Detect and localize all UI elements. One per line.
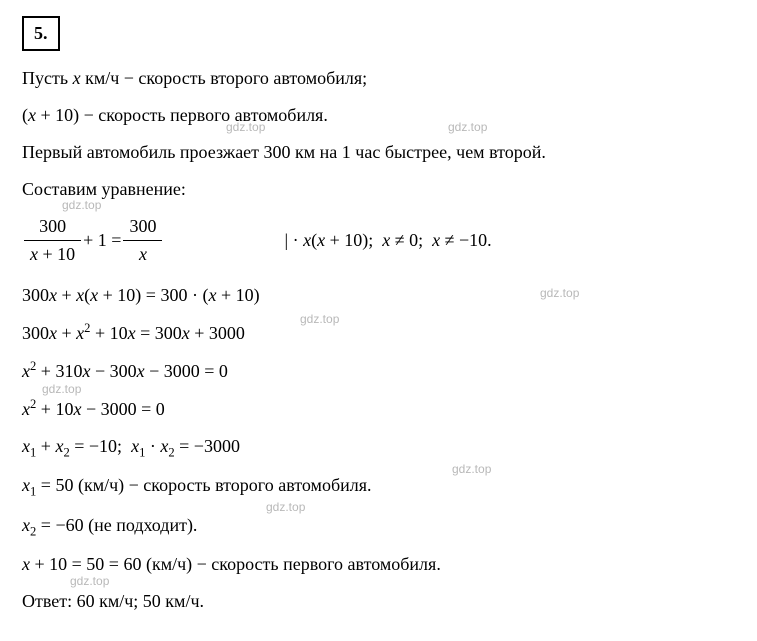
equation-3: 300x + x2 + 10x = 300x + 3000 [22, 319, 735, 347]
problem-number: 5. [22, 16, 60, 51]
eq1-mid: + 1 = [83, 227, 121, 254]
equation-2: 300x + x(x + 10) = 300 · (x + 10) [22, 282, 735, 309]
text-line-1: Пусть x км/ч − скорость второго автомоби… [22, 65, 735, 92]
frac2-num: 300 [123, 213, 162, 241]
answer-line: Ответ: 60 км/ч; 50 км/ч. [22, 588, 735, 615]
equation-9: x + 10 = 50 = 60 (км/ч) − скорость перво… [22, 551, 735, 578]
fraction-2: 300 x [123, 213, 162, 268]
frac1-num: 300 [24, 213, 81, 241]
text-line-4: Составим уравнение: [22, 176, 735, 203]
equation-1: 300 x + 10 + 1 = 300 x | · x(x + 10); x … [22, 213, 735, 268]
equation-7: x1 = 50 (км/ч) − скорость второго автомо… [22, 472, 735, 501]
equation-4: x2 + 310x − 300x − 3000 = 0 [22, 357, 735, 385]
frac2-den: x [123, 241, 162, 268]
text-line-3: Первый автомобиль проезжает 300 км на 1 … [22, 139, 735, 166]
frac1-den: x + 10 [24, 241, 81, 268]
l1-pre: Пусть [22, 68, 73, 88]
l1-post: км/ч − скорость второго автомобиля; [81, 68, 368, 88]
l1-var: x [73, 68, 81, 88]
equation-6: x1 + x2 = −10; x1 · x2 = −3000 [22, 433, 735, 462]
eq1-cond: | · x(x + 10); x ≠ 0; x ≠ −10. [284, 227, 491, 254]
equation-8: x2 = −60 (не подходит). [22, 512, 735, 541]
equation-5: x2 + 10x − 3000 = 0 [22, 395, 735, 423]
text-line-2: (x + 10) − скорость первого автомобиля. [22, 102, 735, 129]
fraction-1: 300 x + 10 [24, 213, 81, 268]
